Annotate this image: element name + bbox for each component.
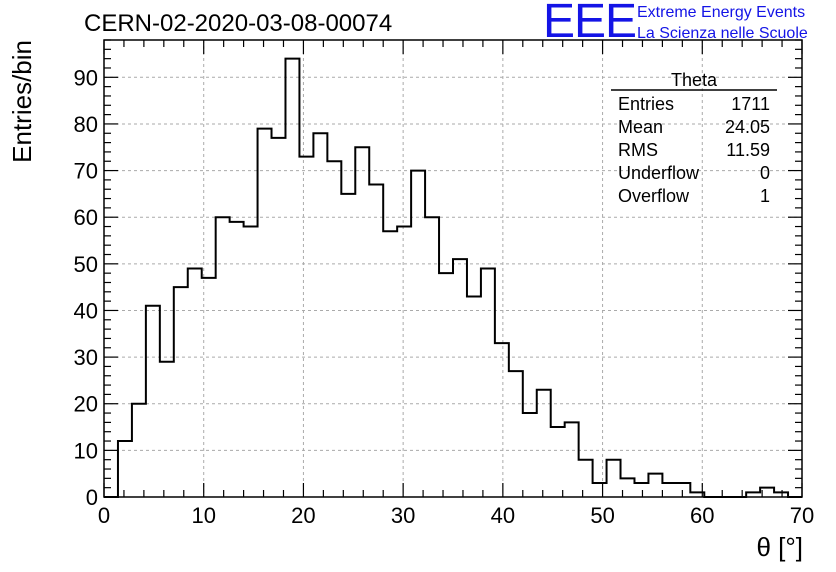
y-tick-label: 70 (74, 159, 98, 184)
stats-value: 24.05 (725, 117, 770, 137)
eee-logo: EEE Extreme Energy Events La Scienza nel… (543, 0, 833, 48)
stats-value: 0 (760, 163, 770, 183)
y-tick-labels: 0 10 20 30 40 50 60 70 80 90 (74, 65, 98, 510)
y-tick-label: 0 (86, 485, 98, 510)
eee-logo-mark: EEE (543, 0, 637, 48)
stats-value: 1711 (731, 94, 770, 114)
x-tick-label: 60 (690, 503, 714, 528)
y-tick-label: 30 (74, 345, 98, 370)
y-tick-label: 40 (74, 298, 98, 323)
eee-logo-line2: La Scienza nelle Scuole (637, 25, 808, 42)
x-tick-labels: 0 10 20 30 40 50 60 70 (98, 503, 814, 528)
stats-title: Theta (671, 70, 718, 90)
plot-frame (103, 39, 803, 498)
axis-ticks (103, 39, 803, 498)
stats-label: Underflow (618, 163, 700, 183)
y-tick-label: 10 (74, 438, 98, 463)
x-tick-label: 10 (191, 503, 215, 528)
y-axis-title: Entries/bin (7, 40, 37, 163)
y-tick-label: 80 (74, 112, 98, 137)
y-tick-label: 20 (74, 392, 98, 417)
histogram-line (104, 57, 802, 498)
stats-label: Overflow (618, 186, 690, 206)
x-tick-label: 70 (790, 503, 814, 528)
x-axis-title: θ [°] (756, 532, 803, 562)
x-tick-label: 40 (491, 503, 515, 528)
stats-value: 11.59 (726, 140, 770, 160)
stats-label: Mean (618, 117, 663, 137)
y-tick-label: 50 (74, 252, 98, 277)
stats-label: Entries (618, 94, 674, 114)
y-tick-label: 90 (74, 65, 98, 90)
chart-title: CERN-02-2020-03-08-00074 (84, 10, 393, 37)
x-tick-label: 20 (291, 503, 315, 528)
stats-box: Theta Entries 1711 Mean 24.05 RMS 11.59 Underf… (611, 70, 777, 206)
stats-label: RMS (618, 140, 658, 160)
stats-value: 1 (760, 186, 770, 206)
x-tick-label: 30 (391, 503, 415, 528)
eee-logo-line1: Extreme Energy Events (637, 4, 806, 21)
x-tick-label: 0 (98, 503, 110, 528)
y-tick-label: 60 (74, 205, 98, 230)
x-tick-label: 50 (590, 503, 614, 528)
